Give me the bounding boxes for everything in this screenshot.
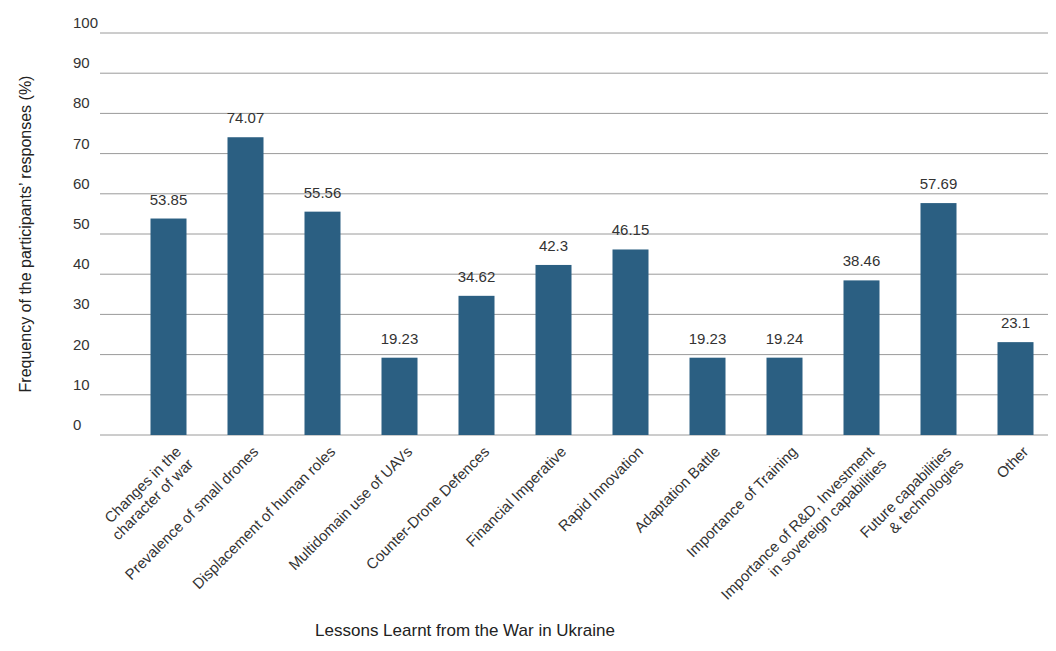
y-tick-label: 30: [73, 295, 90, 312]
y-tick-label: 100: [73, 14, 98, 31]
label-line: Other: [993, 443, 1032, 482]
grid-line: [100, 33, 1048, 34]
data-label: 38.46: [843, 252, 881, 269]
x-tick-label: Prevalence of small drones: [121, 443, 261, 583]
x-axis: Changes in thecharacter of warPrevalence…: [96, 442, 1031, 615]
bar: [767, 358, 803, 435]
data-label: 55.56: [304, 184, 342, 201]
y-tick-label: 80: [73, 94, 90, 111]
bar: [382, 358, 418, 435]
bar: [305, 212, 341, 435]
x-tick-label: Future capabilities& technologies: [856, 443, 966, 553]
y-axis-title: Frequency of the participants’ responses…: [17, 76, 34, 393]
data-label: 19.24: [766, 330, 804, 347]
data-label: 53.85: [150, 191, 188, 208]
x-tick-label: Multidomain use of UAVs: [285, 443, 415, 573]
data-labels: 53.85 74.07 55.56 19.23 34.62 42.3 46.15 19.23 1…: [150, 109, 1030, 346]
data-label: 42.3: [539, 237, 568, 254]
y-tick-label: 70: [73, 135, 90, 152]
label-line: Displacement of human roles: [189, 443, 338, 592]
x-tick-label: Financial Imperative: [462, 443, 569, 550]
bars: [151, 137, 1034, 435]
data-label: 46.15: [612, 221, 650, 238]
data-label: 57.69: [920, 175, 958, 192]
y-tick-label: 90: [73, 54, 90, 71]
x-tick-label: Counter-Drone Defences: [362, 443, 492, 573]
label-line: Counter-Drone Defences: [362, 443, 492, 573]
y-tick-label: 10: [73, 376, 90, 393]
label-line: Multidomain use of UAVs: [285, 443, 415, 573]
data-label: 19.23: [381, 330, 419, 347]
grid-line: [100, 73, 1048, 74]
bar: [998, 342, 1034, 435]
y-tick-label: 40: [73, 255, 90, 272]
y-tick-label: 60: [73, 175, 90, 192]
data-label: 23.1: [1001, 314, 1030, 331]
y-tick-label: 0: [73, 416, 81, 433]
x-tick-label: Other: [993, 443, 1032, 482]
bar: [536, 265, 572, 435]
y-axis: 0 10 20 30 40 50 60 70 80 90 100: [73, 14, 1048, 435]
x-tick-label: Displacement of human roles: [189, 443, 338, 592]
bar: [459, 296, 495, 435]
bar: [151, 219, 187, 435]
bar: [228, 137, 264, 435]
data-label: 74.07: [227, 109, 265, 126]
y-tick-label: 20: [73, 336, 90, 353]
chart: 0 10 20 30 40 50 60 70 80 90 100 53.85 74.07 55.56 19.…: [0, 0, 1056, 651]
label-line: Prevalence of small drones: [121, 443, 261, 583]
label-line: Importance of R&D, Investment: [717, 442, 878, 603]
y-tick-label: 50: [73, 215, 90, 232]
bar: [844, 280, 880, 435]
bar: [921, 203, 957, 435]
data-label: 19.23: [689, 330, 727, 347]
bar: [613, 249, 649, 435]
data-label: 34.62: [458, 268, 496, 285]
label-line: & technologies: [885, 455, 967, 537]
bar: [690, 358, 726, 435]
x-axis-title: Lessons Learnt from the War in Ukraine: [315, 621, 615, 640]
label-line: Financial Imperative: [462, 443, 569, 550]
